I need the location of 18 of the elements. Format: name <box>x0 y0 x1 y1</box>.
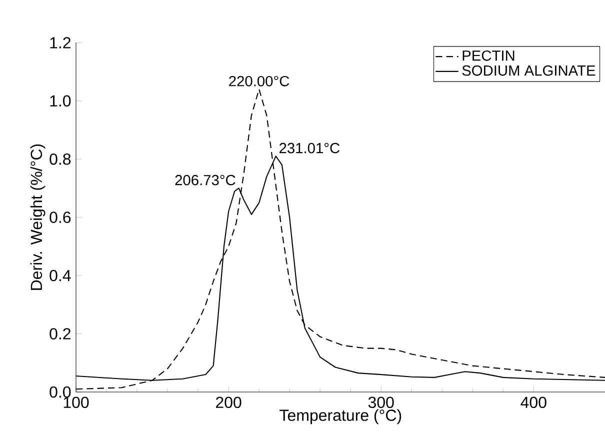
y-tick-label: 0.6 <box>50 212 71 223</box>
x-tick-label: 400 <box>520 396 546 408</box>
annotation: 206.73°C <box>175 174 236 186</box>
annotation: 220.00°C <box>229 76 290 86</box>
x-axis-title: Temperature (°C) <box>280 409 402 424</box>
x-tick-label: 200 <box>216 396 242 408</box>
y-tick-label: 0.4 <box>50 270 71 282</box>
x-tick-label: 100 <box>64 396 89 408</box>
annotation: 231.01°C <box>280 142 340 154</box>
x-tick-label: 300 <box>368 396 394 408</box>
y-tick-label: 0.8 <box>50 153 71 165</box>
y-axis-title: Deriv. Weight (%/°C) <box>30 144 46 290</box>
y-tick-label: 0.2 <box>50 328 70 340</box>
y-tick-label: 1.0 <box>50 95 71 107</box>
legend-label: SODIUM ALGINATE <box>462 65 596 76</box>
legend-label: PECTIN <box>462 50 514 61</box>
y-tick-label: 1.2 <box>50 37 70 48</box>
y-tick-label: 0.0 <box>50 386 71 398</box>
